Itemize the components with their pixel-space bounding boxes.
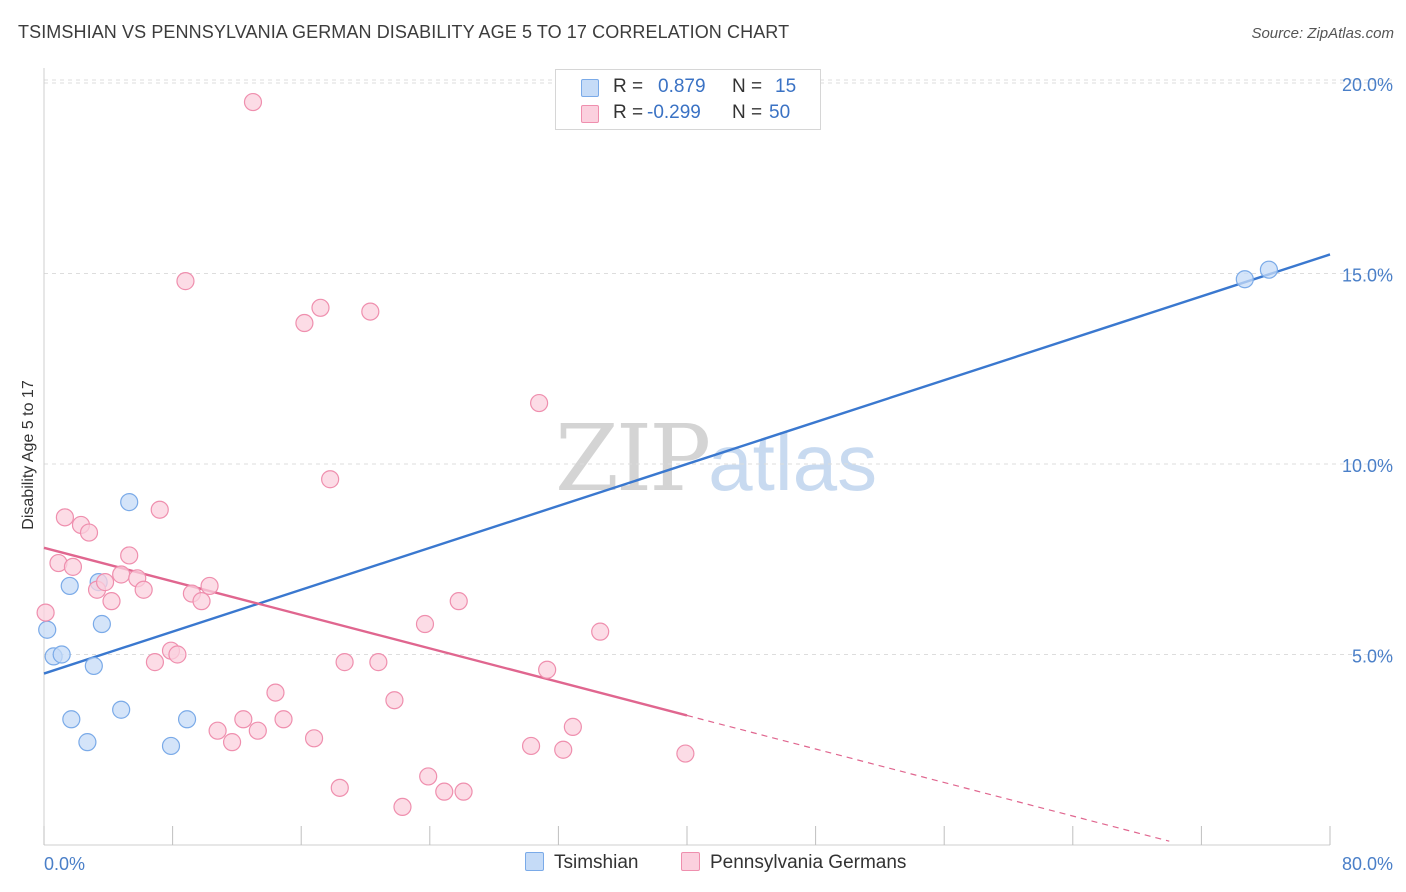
legend-r-label: R = <box>613 102 644 123</box>
y-tick-label: 20.0% <box>1342 75 1393 95</box>
y-axis-title: Disability Age 5 to 17 <box>20 380 37 530</box>
tick-labels: 5.0% 10.0% 15.0% 20.0% 0.0% 80.0% Disability A… <box>20 75 1393 874</box>
pennsylvania-germans-point <box>176 272 195 291</box>
legend-label-pennsylvania-germans: Pennsylvania Germans <box>710 852 907 873</box>
tsimshian-point <box>92 614 111 634</box>
tsimshian-point <box>1259 260 1279 279</box>
legend-n-value: 15 <box>775 76 797 97</box>
chart-title: TSIMSHIAN VS PENNSYLVANIA GERMAN DISABIL… <box>18 22 790 42</box>
tsimshian-point <box>161 736 181 756</box>
legend-swatch-pennsylvania-germans <box>581 105 599 123</box>
tsimshian-point <box>38 620 57 639</box>
pennsylvania-germans-point <box>361 302 380 321</box>
legend-r-label: R = <box>613 76 644 97</box>
legend-item-pennsylvania-germans: Pennsylvania Germans <box>681 852 906 874</box>
legend-n-value: 50 <box>769 102 791 123</box>
legend-item-tsimshian: Tsimshian <box>525 852 638 874</box>
pennsylvania-germans-point <box>369 653 388 672</box>
trend-lines <box>43 253 1331 842</box>
tsimshian-point <box>78 733 97 752</box>
pennsylvania-germans-trend-extension <box>686 714 1170 842</box>
pennsylvania-germans-point <box>55 508 74 527</box>
legend-n-label: N = <box>732 102 763 123</box>
tsimshian-point <box>1235 270 1254 289</box>
pennsylvania-germans-point <box>120 546 139 565</box>
pennsylvania-germans-point <box>311 298 330 317</box>
pennsylvania-germans-point <box>435 782 454 801</box>
pennsylvania-germans-point <box>145 653 165 672</box>
legend-r-value: -0.299 <box>647 102 701 123</box>
legend-swatch-pennsylvania-germans <box>681 852 700 871</box>
pennsylvania-germans-point <box>538 660 557 679</box>
source-note: Source: ZipAtlas.com <box>1251 25 1394 42</box>
pennsylvania-germans-point <box>102 592 121 611</box>
pennsylvania-germans-point <box>591 622 610 641</box>
pennsylvania-germans-point <box>321 470 340 489</box>
pennsylvania-germans-point <box>63 557 83 576</box>
tsimshian-point <box>120 493 139 512</box>
axes <box>43 68 1331 846</box>
pennsylvania-germans-point <box>192 592 211 611</box>
pennsylvania-germans-point <box>449 592 468 611</box>
y-tick-label: 10.0% <box>1342 456 1393 476</box>
pennsylvania-germans-trend-line <box>43 546 688 717</box>
legend-swatch-tsimshian <box>525 852 544 871</box>
pennsylvania-germans-point <box>168 645 187 664</box>
pennsylvania-germans-point <box>274 710 293 729</box>
pennsylvania-germans-point <box>385 691 404 710</box>
pennsylvania-germans-point <box>521 736 541 756</box>
pennsylvania-germans-point <box>419 767 438 786</box>
pennsylvania-germans-point <box>208 721 227 740</box>
pennsylvania-germans-point <box>112 565 131 584</box>
tsimshian-point <box>112 700 131 719</box>
y-tick-label: 5.0% <box>1352 647 1393 667</box>
x-tick-label: 0.0% <box>44 854 85 874</box>
pennsylvania-germans-point <box>454 782 473 801</box>
pennsylvania-germans-point <box>95 573 115 592</box>
data-points <box>36 92 1279 817</box>
pennsylvania-germans-point <box>79 523 99 542</box>
tsimshian-point <box>62 710 81 729</box>
pennsylvania-germans-point <box>330 778 349 797</box>
pennsylvania-germans-point <box>304 729 324 748</box>
tsimshian-point <box>177 710 197 729</box>
y-tick-label: 15.0% <box>1342 266 1393 286</box>
pennsylvania-germans-point <box>530 393 549 413</box>
pennsylvania-germans-point <box>676 744 695 763</box>
legend-row-tsimshian: R = 0.879 N = 15 <box>556 76 820 102</box>
pennsylvania-germans-point <box>150 500 169 519</box>
tsimshian-point <box>84 656 103 676</box>
legend-label-tsimshian: Tsimshian <box>554 852 639 873</box>
pennsylvania-germans-point <box>335 653 354 672</box>
stats-legend: R = 0.879 N = 15 R = -0.299 N = 50 <box>555 69 821 130</box>
pennsylvania-germans-point <box>415 614 435 634</box>
legend-n-label: N = <box>732 76 763 97</box>
pennsylvania-germans-point <box>393 797 412 817</box>
legend-r-value: 0.879 <box>658 76 706 97</box>
pennsylvania-germans-point <box>248 721 267 740</box>
tsimshian-point <box>52 645 71 664</box>
pennsylvania-germans-point <box>36 603 55 622</box>
tsimshian-point <box>60 576 79 596</box>
pennsylvania-germans-point <box>295 313 314 333</box>
legend-swatch-tsimshian <box>581 79 599 97</box>
pennsylvania-germans-point <box>563 717 582 736</box>
pennsylvania-germans-point <box>554 740 573 759</box>
pennsylvania-germans-point <box>243 92 263 112</box>
x-tick-label: 80.0% <box>1342 854 1393 874</box>
pennsylvania-germans-point <box>134 580 153 599</box>
pennsylvania-germans-point <box>222 733 242 752</box>
pennsylvania-germans-point <box>200 576 219 596</box>
pennsylvania-germans-point <box>266 683 285 702</box>
pennsylvania-germans-point <box>234 710 253 729</box>
legend-row-pennsylvania-germans: R = -0.299 N = 50 <box>556 102 820 128</box>
grid-lines <box>44 79 1392 655</box>
